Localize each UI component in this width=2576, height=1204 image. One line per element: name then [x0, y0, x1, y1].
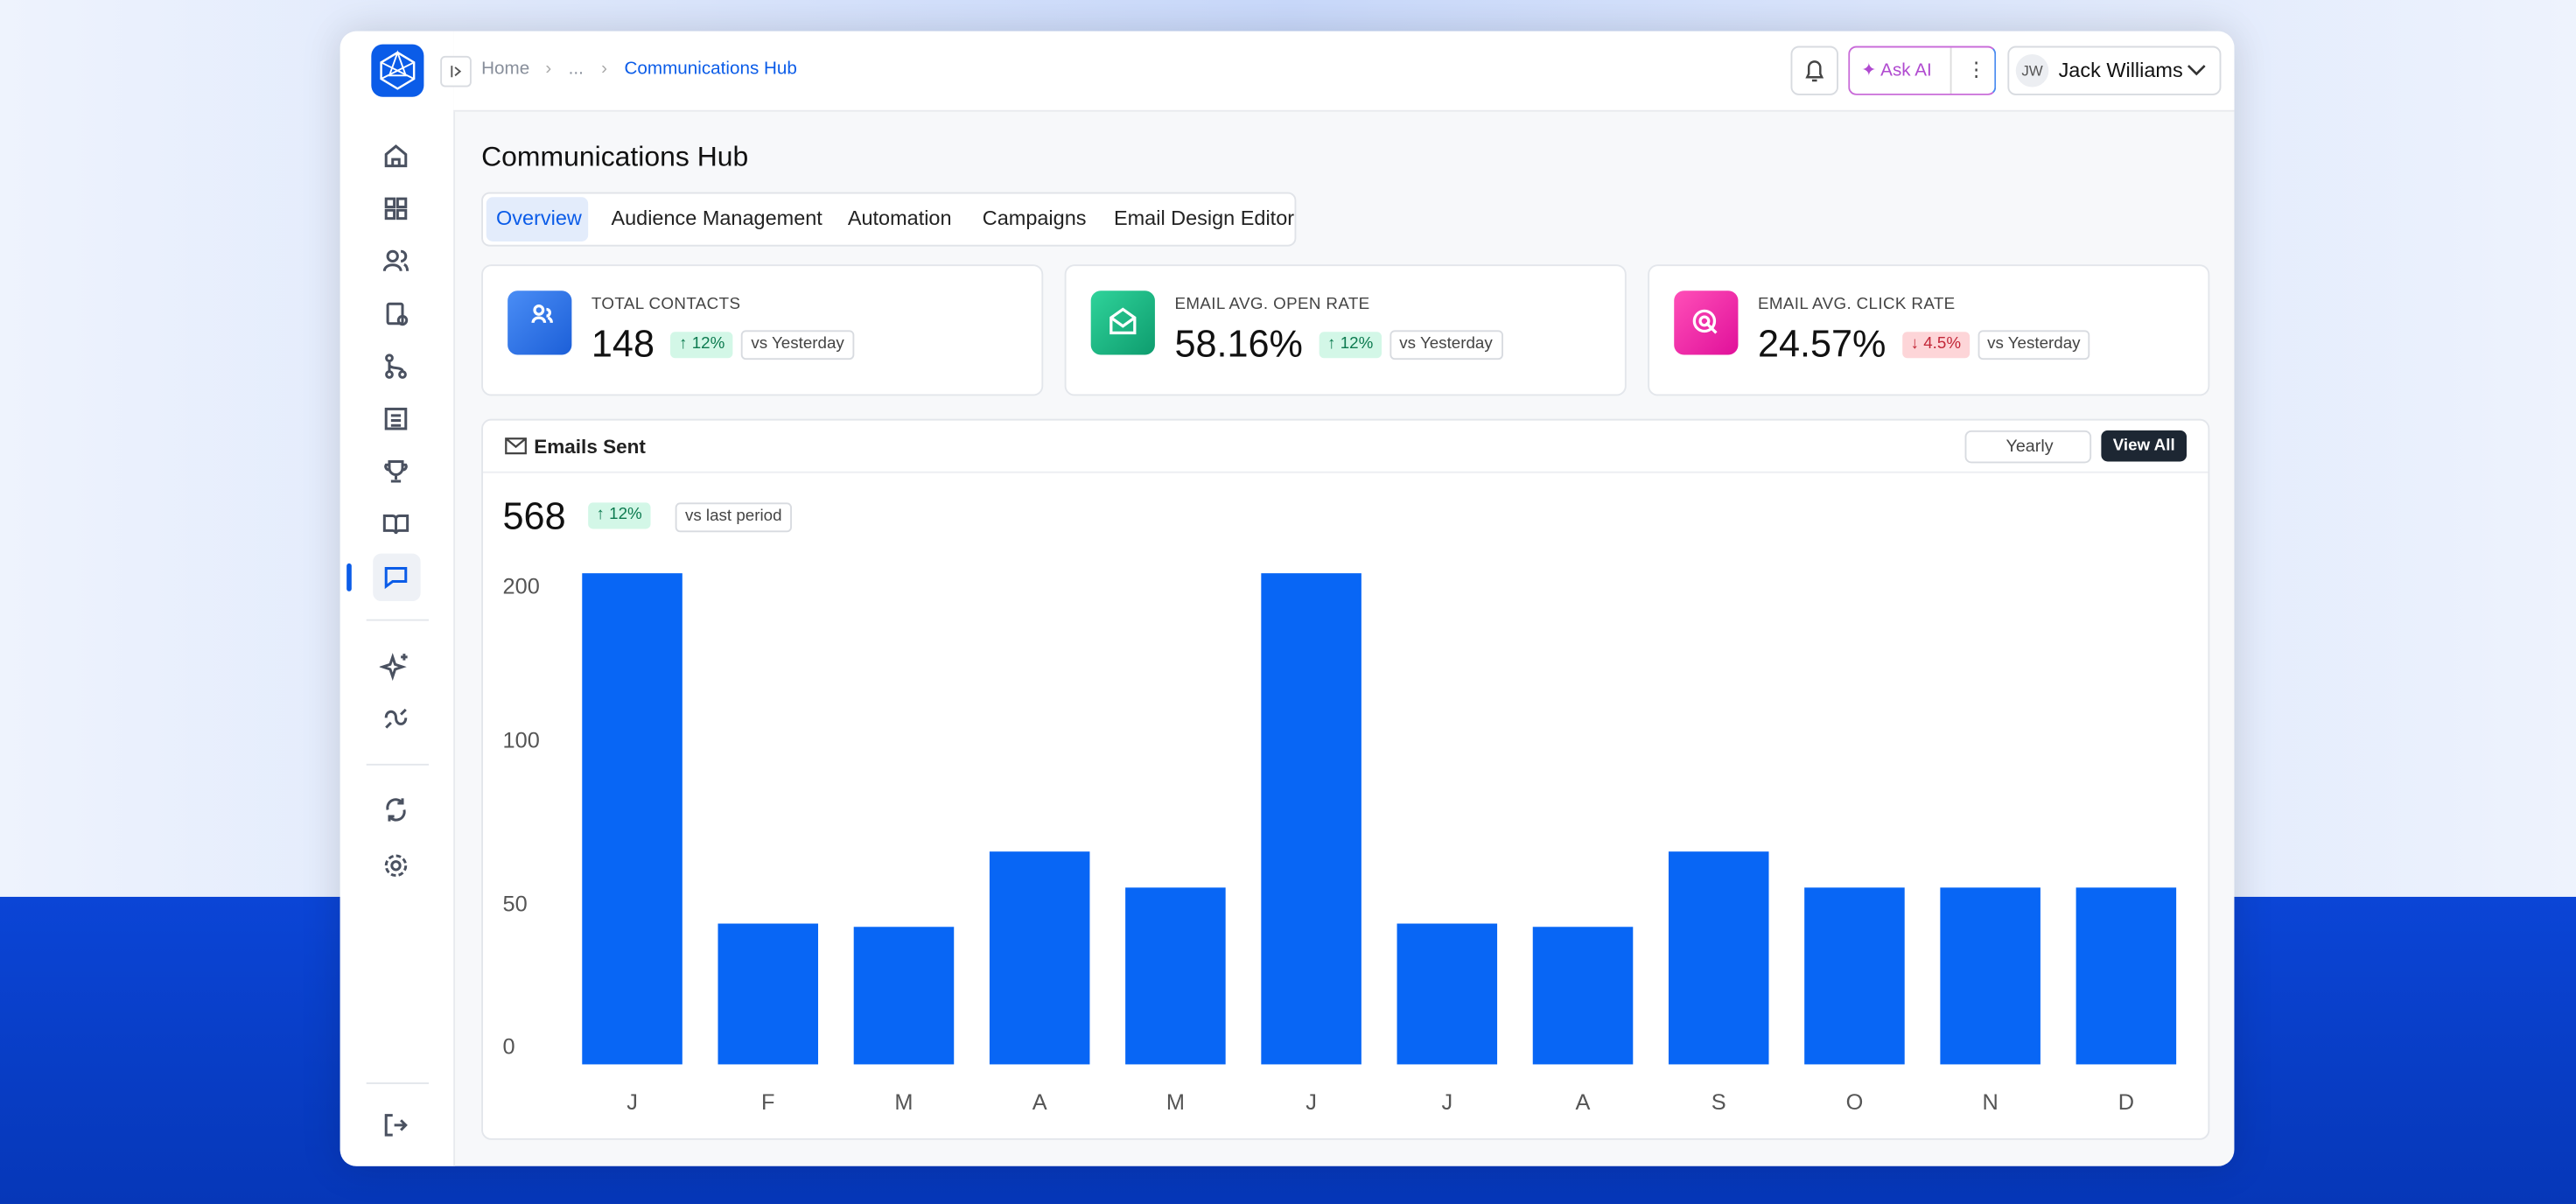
toggle-icon [451, 66, 462, 78]
comparison: vs last period [675, 502, 792, 533]
active-indicator [346, 563, 352, 592]
stat-label: TOTAL CONTACTS [591, 295, 741, 314]
change-value: 12% [1340, 334, 1374, 354]
stat-icon-glyph [1110, 307, 1137, 335]
emails-card: Emails Sent Yearly View All 568 ↑ 12% vs… [481, 418, 2210, 1140]
avatar: JW [2015, 53, 2049, 88]
stat-icon [1090, 290, 1155, 355]
ask-ai-label: Ask AI [1880, 60, 1932, 80]
nav-ai[interactable] [378, 648, 413, 682]
ask-ai-button[interactable]: ✦ Ask AI [1861, 60, 1932, 80]
change-badge: ↑ 12% [588, 502, 651, 529]
stat-card: EMAIL AVG. OPEN RATE 58.16% ↑ 12% vs Yester… [1064, 264, 1627, 396]
breadcrumb-sep: › [545, 59, 552, 80]
divider [366, 763, 430, 766]
breadcrumb[interactable]: Home [481, 59, 530, 80]
ask-ai-group: ✦ Ask AI ⋮ [1848, 46, 1997, 95]
period-select[interactable]: Yearly [1964, 430, 2092, 464]
active-tab-bg [486, 197, 589, 242]
nav-integrations[interactable] [380, 704, 413, 738]
change-value: 12% [609, 506, 642, 524]
breadcrumb-current: Communications Hub [624, 59, 797, 80]
breadcrumb-sep: › [601, 59, 608, 80]
nav-settings[interactable] [380, 850, 413, 883]
app-window: Home › ... › Communications Hub ✦ Ask AI… [340, 31, 2235, 1166]
tab[interactable]: Campaigns [982, 206, 1087, 230]
user-name: Jack Williams [2058, 59, 2183, 82]
nav-messages[interactable] [380, 560, 413, 593]
sidebar [340, 31, 456, 1166]
stat-value: 148 [591, 321, 654, 365]
divider [366, 619, 430, 621]
sidebar-toggle[interactable] [440, 55, 472, 88]
tabs: Overview Audience Management Automation … [481, 192, 1297, 247]
nav-trophy[interactable] [380, 455, 413, 488]
divider [366, 1082, 430, 1084]
stat-icon-glyph [1692, 309, 1718, 334]
change-badge: ↑ 12% [670, 332, 733, 359]
notifications-button[interactable] [1790, 46, 1838, 95]
divider [482, 471, 2208, 473]
period-label: Yearly [2006, 437, 2054, 457]
nav-book[interactable] [380, 508, 413, 541]
change-value: 12% [691, 334, 725, 354]
stat-value: 24.57% [1757, 321, 1886, 365]
stat-icon [1674, 290, 1739, 355]
stat-label: EMAIL AVG. CLICK RATE [1757, 295, 1956, 314]
nav-apps[interactable] [380, 192, 413, 226]
divider [1950, 47, 1952, 94]
nav-active-bg [373, 553, 421, 602]
stat-label: EMAIL AVG. OPEN RATE [1174, 295, 1370, 314]
nav-list[interactable] [380, 402, 413, 436]
logo[interactable] [371, 44, 424, 97]
topbar: Home › ... › Communications Hub ✦ Ask AI… [440, 31, 2235, 112]
logo-icon [380, 50, 416, 90]
stat-card: TOTAL CONTACTS 148 ↑ 12% vs Yesterday [481, 264, 1044, 396]
stat-card: EMAIL AVG. CLICK RATE 24.57% ↓ 4.5% vs Yest… [1648, 264, 2210, 396]
chevron [2187, 65, 2206, 76]
breadcrumb[interactable]: ... [568, 59, 584, 80]
bell-icon [1805, 60, 1824, 82]
user-menu[interactable]: JW Jack Williams [2007, 46, 2222, 95]
logout[interactable] [380, 1109, 413, 1142]
stat-icon-glyph [531, 304, 553, 324]
view-all-button[interactable]: View All [2101, 430, 2188, 462]
comparison: vs Yesterday [1390, 330, 1503, 360]
card-title: Emails Sent [534, 435, 646, 458]
stat-icon [508, 290, 572, 355]
change-badge: ↑ 12% [1319, 332, 1382, 359]
tab[interactable]: Audience Management [611, 206, 822, 230]
nav-sync[interactable] [380, 794, 413, 827]
change-value: 4.5% [1923, 334, 1962, 354]
tab[interactable]: Email Design Editor [1113, 206, 1295, 230]
page-title: Communications Hub [481, 141, 749, 173]
nav-flow[interactable] [380, 350, 413, 383]
nav-users[interactable] [380, 245, 413, 278]
change-badge: ↓ 4.5% [1902, 332, 1970, 359]
mail-icon [505, 438, 527, 455]
tab[interactable]: Automation [847, 206, 952, 230]
nav-clipboard[interactable] [380, 298, 413, 331]
nav-home[interactable] [380, 140, 413, 173]
more-button[interactable]: ⋮ [1966, 57, 1986, 80]
comparison: vs Yesterday [1977, 330, 2090, 360]
comparison: vs Yesterday [741, 330, 855, 360]
tab-active[interactable]: Overview [496, 206, 582, 230]
stat-value: 58.16% [1174, 321, 1303, 365]
total-value: 568 [502, 494, 566, 537]
